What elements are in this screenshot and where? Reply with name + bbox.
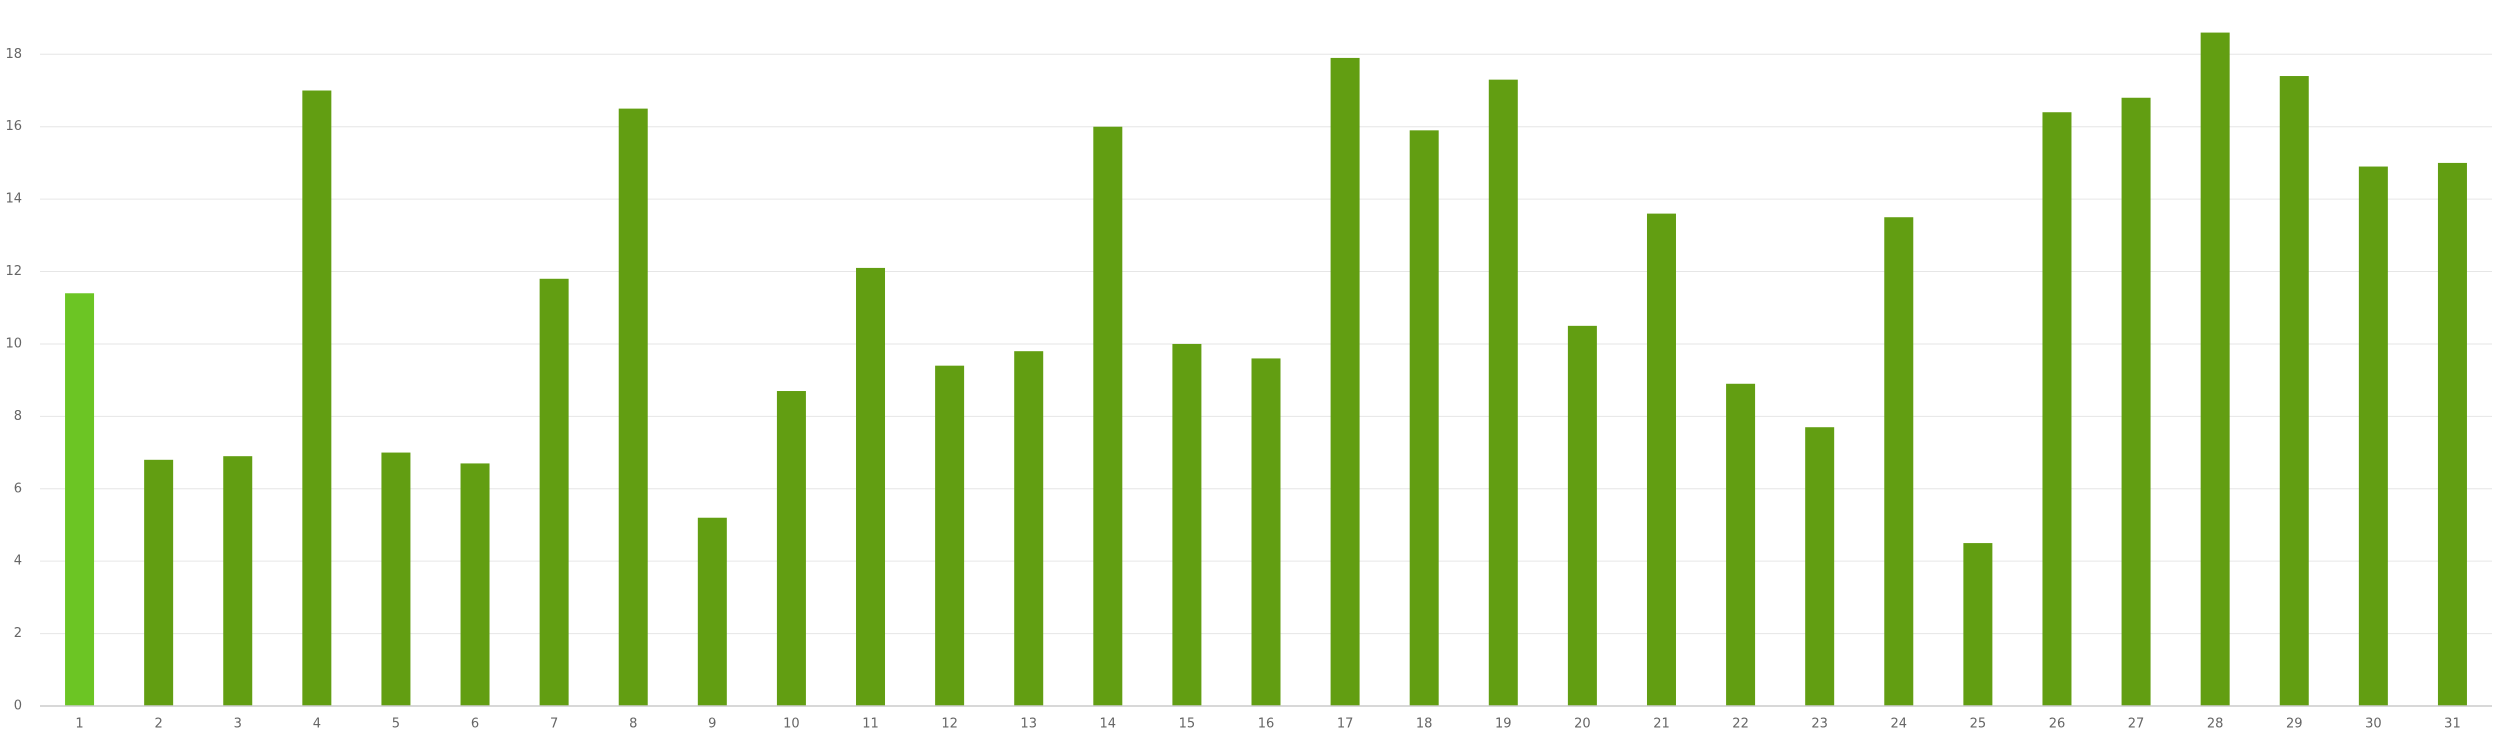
- x-tick-label: 5: [392, 717, 400, 732]
- bar: [144, 459, 174, 706]
- x-tick-label: 27: [2128, 717, 2145, 732]
- bar: [1646, 213, 1676, 706]
- y-tick-label: 8: [14, 409, 22, 424]
- y-tick-label: 2: [14, 626, 22, 641]
- x-tick-label: 20: [1574, 717, 1591, 732]
- bar: [2200, 32, 2230, 707]
- bar: [460, 463, 490, 706]
- x-tick-label: 22: [1732, 717, 1749, 732]
- bar: [1172, 343, 1202, 706]
- x-tick-label: 9: [708, 717, 716, 732]
- bar: [1726, 383, 1756, 706]
- bar: [697, 517, 727, 706]
- x-tick-label: 13: [1020, 717, 1037, 732]
- bar: [2437, 162, 2467, 706]
- y-tick-label: 12: [5, 264, 22, 279]
- bar: [1093, 126, 1123, 706]
- x-tick-label: 8: [629, 717, 637, 732]
- y-tick-label: 0: [14, 699, 22, 714]
- bar: [302, 90, 332, 706]
- y-tick-label: 10: [5, 336, 22, 351]
- x-tick-label: 6: [471, 717, 479, 732]
- bar: [1884, 217, 1914, 706]
- x-tick-label: 25: [1970, 717, 1987, 732]
- x-tick-label: 30: [2365, 717, 2382, 732]
- x-tick-label: 31: [2444, 717, 2461, 732]
- y-tick-label: 14: [5, 192, 22, 207]
- x-tick-label: 12: [941, 717, 958, 732]
- bar: [223, 456, 253, 706]
- y-tick-label: 18: [5, 47, 22, 62]
- bar: [65, 293, 95, 706]
- x-tick-label: 2: [155, 717, 163, 732]
- x-tick-label: 19: [1495, 717, 1512, 732]
- bar: [381, 452, 411, 706]
- bar: [1014, 351, 1044, 706]
- x-tick-label: 3: [234, 717, 242, 732]
- bar: [2279, 76, 2309, 707]
- bar: [1963, 543, 1993, 706]
- x-tick-label: 15: [1179, 717, 1196, 732]
- bar: [2042, 112, 2072, 706]
- y-tick-label: 6: [14, 481, 22, 496]
- bar: [2358, 166, 2388, 707]
- x-tick-label: 4: [313, 717, 321, 732]
- x-tick-label: 29: [2286, 717, 2303, 732]
- bar: [776, 391, 806, 706]
- x-tick-label: 21: [1653, 717, 1670, 732]
- x-tick-label: 18: [1416, 717, 1433, 732]
- x-tick-label: 28: [2207, 717, 2224, 732]
- bar: [1409, 130, 1439, 707]
- x-tick-label: 16: [1258, 717, 1275, 732]
- x-tick-label: 23: [1811, 717, 1828, 732]
- x-tick-label: 7: [550, 717, 558, 732]
- y-tick-label: 16: [5, 119, 22, 134]
- y-tick-label: 4: [14, 554, 22, 569]
- bar: [1805, 427, 1835, 706]
- x-tick-label: 10: [783, 717, 800, 732]
- bar: [935, 365, 965, 706]
- x-tick-label: 1: [75, 717, 83, 732]
- bar: [1567, 325, 1597, 706]
- bar: [1330, 57, 1360, 706]
- bar: [1488, 79, 1518, 706]
- x-tick-label: 26: [2049, 717, 2066, 732]
- x-tick-label: 14: [1100, 717, 1117, 732]
- bar: [856, 267, 886, 706]
- x-tick-label: 24: [1891, 717, 1908, 732]
- bar: [1251, 358, 1281, 706]
- bar: [2121, 97, 2151, 706]
- bar: [618, 108, 648, 707]
- bar: [539, 278, 569, 706]
- x-tick-label: 17: [1337, 717, 1354, 732]
- x-tick-label: 11: [862, 717, 879, 732]
